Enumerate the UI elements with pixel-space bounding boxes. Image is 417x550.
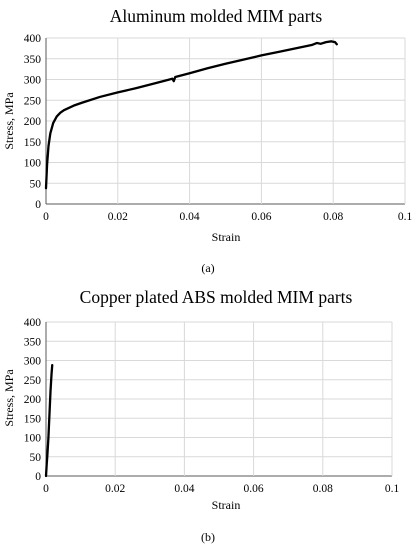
y-axis-label: Stress, MPa xyxy=(2,369,16,427)
y-tick-label: 250 xyxy=(24,95,42,107)
series-line xyxy=(44,363,54,478)
chart-title: Aluminum molded MIM parts xyxy=(110,6,323,26)
x-tick-label: 0.06 xyxy=(244,483,264,495)
y-tick-label: 400 xyxy=(24,33,42,45)
x-axis-label: Strain xyxy=(212,230,241,244)
y-tick-label: 250 xyxy=(24,375,42,387)
series-line xyxy=(44,40,338,190)
x-tick-label: 0.1 xyxy=(398,211,413,223)
tick-labels: 0 50 100 150 200 250 300 350 400 0 0.02 0.04 0.06 0.0… xyxy=(24,33,413,223)
y-tick-label: 300 xyxy=(24,75,42,87)
x-tick-label: 0.06 xyxy=(251,211,271,223)
x-tick-label: 0.08 xyxy=(313,483,333,495)
y-tick-label: 200 xyxy=(24,116,42,128)
x-tick-label: 0.02 xyxy=(108,211,128,223)
y-tick-label: 300 xyxy=(24,356,42,368)
x-axis-label: Strain xyxy=(212,498,241,512)
y-tick-label: 200 xyxy=(24,394,42,406)
caption: (a) xyxy=(201,261,214,275)
y-tick-label: 100 xyxy=(24,433,42,445)
y-tick-label: 0 xyxy=(35,471,41,483)
x-tick-label: 0 xyxy=(43,483,49,495)
x-tick-label: 0 xyxy=(43,211,49,223)
y-tick-label: 150 xyxy=(24,137,42,149)
x-tick-label: 0.02 xyxy=(105,483,125,495)
y-tick-label: 350 xyxy=(24,336,42,348)
chart-b: Copper plated ABS molded MIM parts 0 50 10… xyxy=(2,287,399,544)
caption: (b) xyxy=(201,530,215,544)
x-tick-label: 0.04 xyxy=(174,483,194,495)
y-tick-label: 350 xyxy=(24,54,42,66)
y-tick-label: 50 xyxy=(30,452,42,464)
chart-a: Aluminum molded MIM parts 0 50 100 150 200 25… xyxy=(2,6,412,275)
y-tick-label: 50 xyxy=(30,178,42,190)
y-tick-label: 0 xyxy=(35,199,41,211)
y-tick-label: 100 xyxy=(24,158,42,170)
tick-labels: 0 50 100 150 200 250 300 350 400 0 0.02 0.04 0.06 0.0… xyxy=(24,317,400,495)
y-axis-label: Stress, MPa xyxy=(2,92,16,150)
y-tick-label: 150 xyxy=(24,413,42,425)
x-tick-label: 0.1 xyxy=(385,483,400,495)
chart-title: Copper plated ABS molded MIM parts xyxy=(80,287,353,307)
x-tick-label: 0.08 xyxy=(323,211,343,223)
y-tick-label: 400 xyxy=(24,317,42,329)
gridlines xyxy=(45,321,393,477)
gridlines xyxy=(45,37,406,205)
x-tick-label: 0.04 xyxy=(180,211,200,223)
